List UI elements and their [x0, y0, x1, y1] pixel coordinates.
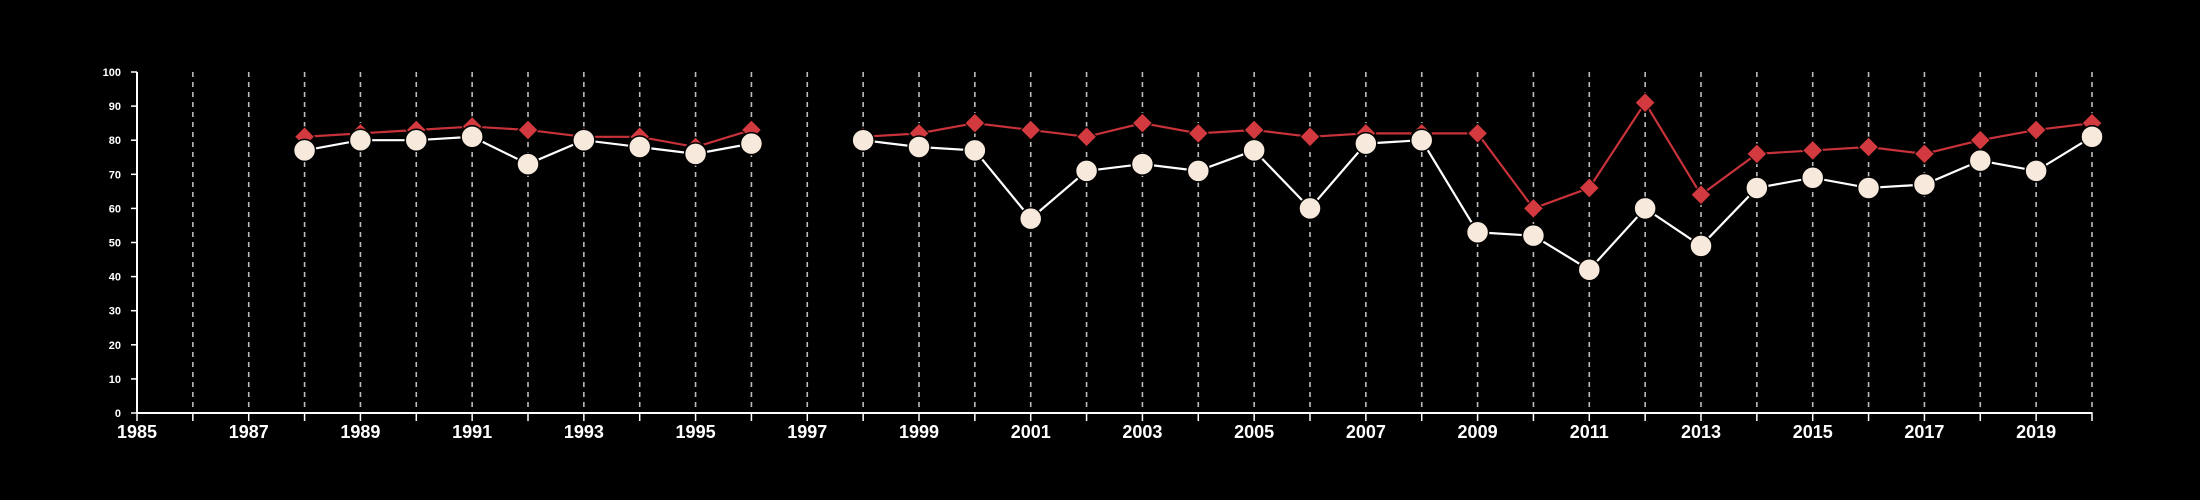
- series-2-point-2009: [1465, 220, 1490, 245]
- x-tick-label-1989: 1989: [340, 422, 380, 442]
- x-tick-label-2001: 2001: [1011, 422, 1051, 442]
- series-1-point-2013: [1690, 184, 1712, 206]
- series-2-point-2011: [1577, 258, 1602, 282]
- series-2-point-1988: [292, 138, 317, 163]
- series-1-point-2006: [1299, 126, 1321, 148]
- series-1-point-2000: [964, 112, 986, 134]
- y-tick-label-80: 80: [109, 135, 121, 147]
- x-tick-label-1995: 1995: [676, 422, 716, 442]
- series-2-point-2000: [963, 138, 987, 163]
- series-2-point-2012: [1633, 196, 1657, 221]
- y-tick-label-100: 100: [103, 67, 121, 79]
- x-tick-label-2017: 2017: [1904, 422, 1944, 442]
- x-tick-label-1997: 1997: [787, 422, 827, 442]
- series-2-point-2010: [1521, 223, 1546, 248]
- series-1-point-2012: [1634, 91, 1656, 114]
- series-2-point-2002: [1074, 159, 1099, 183]
- series-1-point-2009: [1466, 122, 1489, 145]
- series-2-point-2014: [1745, 176, 1769, 200]
- series-1-point-2004: [1187, 122, 1209, 145]
- y-tick-label-30: 30: [109, 306, 121, 318]
- y-tick-label-50: 50: [109, 238, 121, 250]
- y-tick-label-0: 0: [115, 408, 121, 420]
- series-2-point-2003: [1130, 152, 1155, 176]
- x-tick-label-1993: 1993: [564, 422, 604, 442]
- y-tick-label-60: 60: [109, 203, 121, 215]
- series-1-point-2018: [1969, 129, 1991, 151]
- series-1-point-2019: [2025, 119, 2047, 141]
- x-tick-label-2013: 2013: [1681, 422, 1721, 442]
- x-tick-label-2007: 2007: [1346, 422, 1386, 442]
- x-tick-label-2009: 2009: [1458, 422, 1498, 442]
- y-tick-label-90: 90: [109, 101, 121, 113]
- series-2-point-2013: [1689, 234, 1713, 258]
- x-tick-label-1991: 1991: [452, 422, 492, 442]
- series-2-point-1994: [627, 135, 652, 159]
- series-1-point-2017: [1913, 143, 1936, 165]
- series-1-point-2016: [1857, 136, 1880, 158]
- axes: 0 10 20 30 40 50 60 70 80 90 100 1985 1987 1989 1991 19…: [103, 67, 2093, 442]
- y-tick-label-10: 10: [109, 374, 121, 386]
- series-2-point-1999: [907, 135, 931, 159]
- series-1-point-2011: [1578, 177, 1600, 199]
- series-2-point-2005: [1242, 138, 1266, 163]
- x-tick-label-2011: 2011: [1570, 422, 1609, 442]
- series-1-point-2005: [1243, 119, 1265, 141]
- y-tick-label-20: 20: [109, 340, 121, 352]
- series-2-point-1998: [851, 128, 875, 152]
- grid-lines: [192, 72, 2093, 413]
- series-2-point-2004: [1186, 159, 1211, 183]
- series-2-point-2018: [1968, 148, 1993, 173]
- series-1-point-2002: [1075, 126, 1098, 148]
- series-2-point-1995: [683, 142, 708, 166]
- y-tick-label-40: 40: [109, 272, 121, 284]
- series-2-point-1992: [516, 152, 540, 176]
- series-layer: [292, 91, 2104, 282]
- series-2-point-1990: [404, 128, 429, 152]
- series-2-point-1996: [739, 131, 764, 156]
- series-2-point-2015: [1800, 165, 1825, 190]
- series-2-point-2007: [1354, 131, 1378, 156]
- series-2-point-2016: [1856, 176, 1881, 200]
- series-2-point-2017: [1912, 172, 1937, 197]
- x-tick-label-1987: 1987: [229, 422, 269, 442]
- series-1-point-2010: [1522, 197, 1545, 220]
- series-1-point-2001: [1020, 119, 1042, 141]
- series-2-point-2020: [2080, 125, 2104, 149]
- series-2: [292, 125, 2104, 282]
- x-tick-label-2019: 2019: [2016, 422, 2056, 442]
- series-2-point-2006: [1298, 196, 1322, 221]
- series-2-point-2001: [1018, 206, 1043, 231]
- series-1-point-1992: [517, 119, 539, 141]
- x-tick-label-1985: 1985: [117, 422, 157, 442]
- series-1-point-2015: [1802, 139, 1824, 162]
- x-tick-label-2005: 2005: [1234, 422, 1274, 442]
- x-tick-label-2003: 2003: [1122, 422, 1162, 442]
- series-2-point-1993: [572, 128, 596, 152]
- x-tick-label-2015: 2015: [1793, 422, 1833, 442]
- y-tick-label-70: 70: [109, 169, 121, 181]
- series-2-point-2008: [1409, 128, 1434, 152]
- series-1-point-2003: [1131, 112, 1154, 134]
- x-tick-label-1999: 1999: [899, 422, 939, 442]
- series-1-point-2014: [1746, 143, 1768, 165]
- series-2-point-1991: [460, 125, 484, 149]
- series-2-point-2019: [2024, 159, 2048, 183]
- series-2-point-1989: [348, 128, 373, 152]
